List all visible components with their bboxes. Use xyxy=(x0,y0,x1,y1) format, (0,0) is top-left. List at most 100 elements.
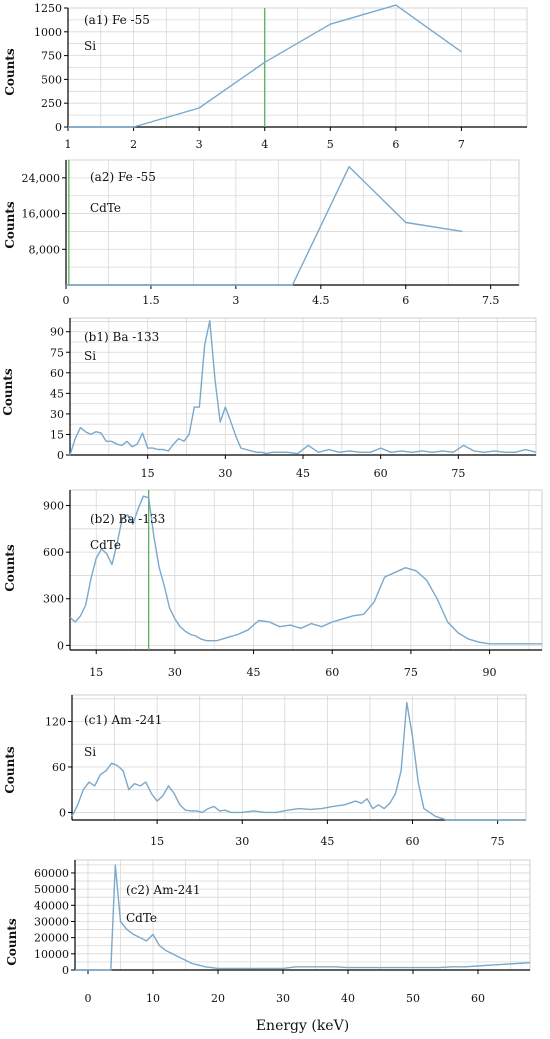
y-tick-label: 0 xyxy=(59,806,66,819)
panel-annotation-material: Si xyxy=(84,745,96,759)
y-tick-label: 0 xyxy=(62,964,69,977)
x-tick-label: 4 xyxy=(261,138,268,151)
x-tick-label: 7 xyxy=(458,138,465,151)
y-tick-label: 0 xyxy=(55,121,62,134)
y-axis-label: Counts xyxy=(3,201,17,249)
chart-panel-1: 0 250 500 750 1000 1250 1 2 3 4 5 6 7 (a1) Fe -55 Si Co… xyxy=(3,2,528,151)
y-tick-label: 20000 xyxy=(34,932,69,945)
panel-annotation-source: (a2) Fe -55 xyxy=(90,170,156,184)
series-line-1 xyxy=(69,495,542,645)
plot-area xyxy=(71,694,527,821)
x-tick-label: 6 xyxy=(402,294,409,307)
panel-annotation-source: (c1) Am -241 xyxy=(84,713,162,727)
y-tick-label: 600 xyxy=(43,546,64,559)
y-axis-label: Counts xyxy=(1,368,15,416)
panel-annotation-material: Si xyxy=(84,349,96,363)
x-tick-label: 50 xyxy=(406,992,420,1005)
x-tick-label: 30 xyxy=(235,835,249,848)
x-tick-label: 45 xyxy=(296,467,310,480)
x-tick-label: 2 xyxy=(130,138,137,151)
y-tick-label: 16,000 xyxy=(22,208,61,221)
x-tick-label: 60 xyxy=(374,467,388,480)
y-tick-label: 300 xyxy=(43,593,64,606)
x-tick-label: 60 xyxy=(406,835,420,848)
x-tick-label: 45 xyxy=(320,835,334,848)
chart-panel-2: 8,000 16,000 24,000 0 1.5 3 4.5 6 7.5 (a2) Fe -55… xyxy=(3,159,520,307)
y-tick-label: 40000 xyxy=(34,899,69,912)
x-tick-label: 60 xyxy=(471,992,485,1005)
x-tick-label: 15 xyxy=(89,666,103,679)
y-tick-label: 30000 xyxy=(34,915,69,928)
series-line-1 xyxy=(75,864,531,971)
y-tick-label: 0 xyxy=(57,639,64,652)
x-tick-label: 75 xyxy=(491,835,505,848)
x-tick-label: 20 xyxy=(211,992,225,1005)
x-tick-label: 4.5 xyxy=(312,294,330,307)
y-tick-label: 60000 xyxy=(34,867,69,880)
x-tick-label: 3 xyxy=(196,138,203,151)
x-tick-label: 15 xyxy=(150,835,164,848)
y-tick-label: 250 xyxy=(41,97,62,110)
y-tick-label: 24,000 xyxy=(22,172,61,185)
x-tick-label: 7.5 xyxy=(482,294,500,307)
panel-annotation-source: (a1) Fe -55 xyxy=(84,13,150,27)
x-tick-label: 90 xyxy=(483,666,497,679)
x-tick-label: 0 xyxy=(85,992,92,1005)
y-tick-label: 15 xyxy=(50,428,64,441)
y-tick-label: 50000 xyxy=(34,883,69,896)
x-tick-label: 15 xyxy=(141,467,155,480)
x-tick-label: 75 xyxy=(404,666,418,679)
series-line-1 xyxy=(69,320,537,456)
y-tick-label: 1250 xyxy=(34,2,62,15)
x-tick-label: 1.5 xyxy=(142,294,160,307)
y-tick-label: 1000 xyxy=(34,26,62,39)
panel-annotation-source: (b1) Ba -133 xyxy=(84,330,159,344)
y-tick-label: 30 xyxy=(50,408,64,421)
series-line-1 xyxy=(71,701,526,821)
chart-panel-4: 0 300 600 900 15 30 45 60 75 90 (b2) Ba -133 CdTe Co… xyxy=(3,489,543,679)
y-axis-label: Counts xyxy=(3,544,17,592)
x-tick-label: 30 xyxy=(168,666,182,679)
x-tick-label: 40 xyxy=(341,992,355,1005)
x-tick-label: 6 xyxy=(392,138,399,151)
x-tick-label: 10 xyxy=(146,992,160,1005)
y-tick-label: 60 xyxy=(50,367,64,380)
y-tick-label: 10000 xyxy=(34,948,69,961)
series-line-1 xyxy=(68,4,462,128)
panel-annotation-material: CdTe xyxy=(90,538,121,552)
x-tick-label: 1 xyxy=(65,138,72,151)
x-tick-label: 75 xyxy=(451,467,465,480)
y-tick-label: 500 xyxy=(41,73,62,86)
chart-panel-3: 0 15 30 45 60 75 90 15 30 45 60 75 (b1) Ba -133 Si Cou… xyxy=(1,317,537,480)
y-axis-label: Counts xyxy=(3,48,17,96)
y-tick-label: 90 xyxy=(50,326,64,339)
y-axis-label: Counts xyxy=(5,918,19,966)
y-tick-label: 75 xyxy=(50,346,64,359)
y-tick-label: 8,000 xyxy=(29,243,61,256)
panel-annotation-material: CdTe xyxy=(90,201,121,215)
y-tick-label: 120 xyxy=(45,716,66,729)
panel-annotation-source: (c2) Am-241 xyxy=(126,883,201,897)
series-line-1 xyxy=(66,165,463,286)
x-axis-label: Energy (keV) xyxy=(256,1018,349,1034)
x-tick-label: 3 xyxy=(232,294,239,307)
y-tick-label: 0 xyxy=(57,449,64,462)
panel-annotation-material: CdTe xyxy=(126,911,157,925)
panel-annotation-material: Si xyxy=(84,39,96,53)
x-tick-label: 0 xyxy=(63,294,70,307)
chart-panel-5: 0 60 120 15 30 45 60 75 (c1) Am -241 Si Counts xyxy=(3,694,527,848)
y-tick-label: 750 xyxy=(41,50,62,63)
x-tick-label: 30 xyxy=(218,467,232,480)
y-tick-label: 45 xyxy=(50,387,64,400)
plot-area xyxy=(74,859,531,971)
chart-panel-6: 0 10000 20000 30000 40000 50000 60000 0 10 20 30 40… xyxy=(5,859,531,1034)
y-axis-label: Counts xyxy=(3,746,17,794)
x-tick-label: 30 xyxy=(276,992,290,1005)
panel-annotation-source: (b2) Ba -133 xyxy=(90,512,165,526)
y-tick-label: 60 xyxy=(52,761,66,774)
y-tick-label: 900 xyxy=(43,500,64,513)
x-tick-label: 60 xyxy=(325,666,339,679)
x-tick-label: 45 xyxy=(247,666,261,679)
x-tick-label: 5 xyxy=(327,138,334,151)
